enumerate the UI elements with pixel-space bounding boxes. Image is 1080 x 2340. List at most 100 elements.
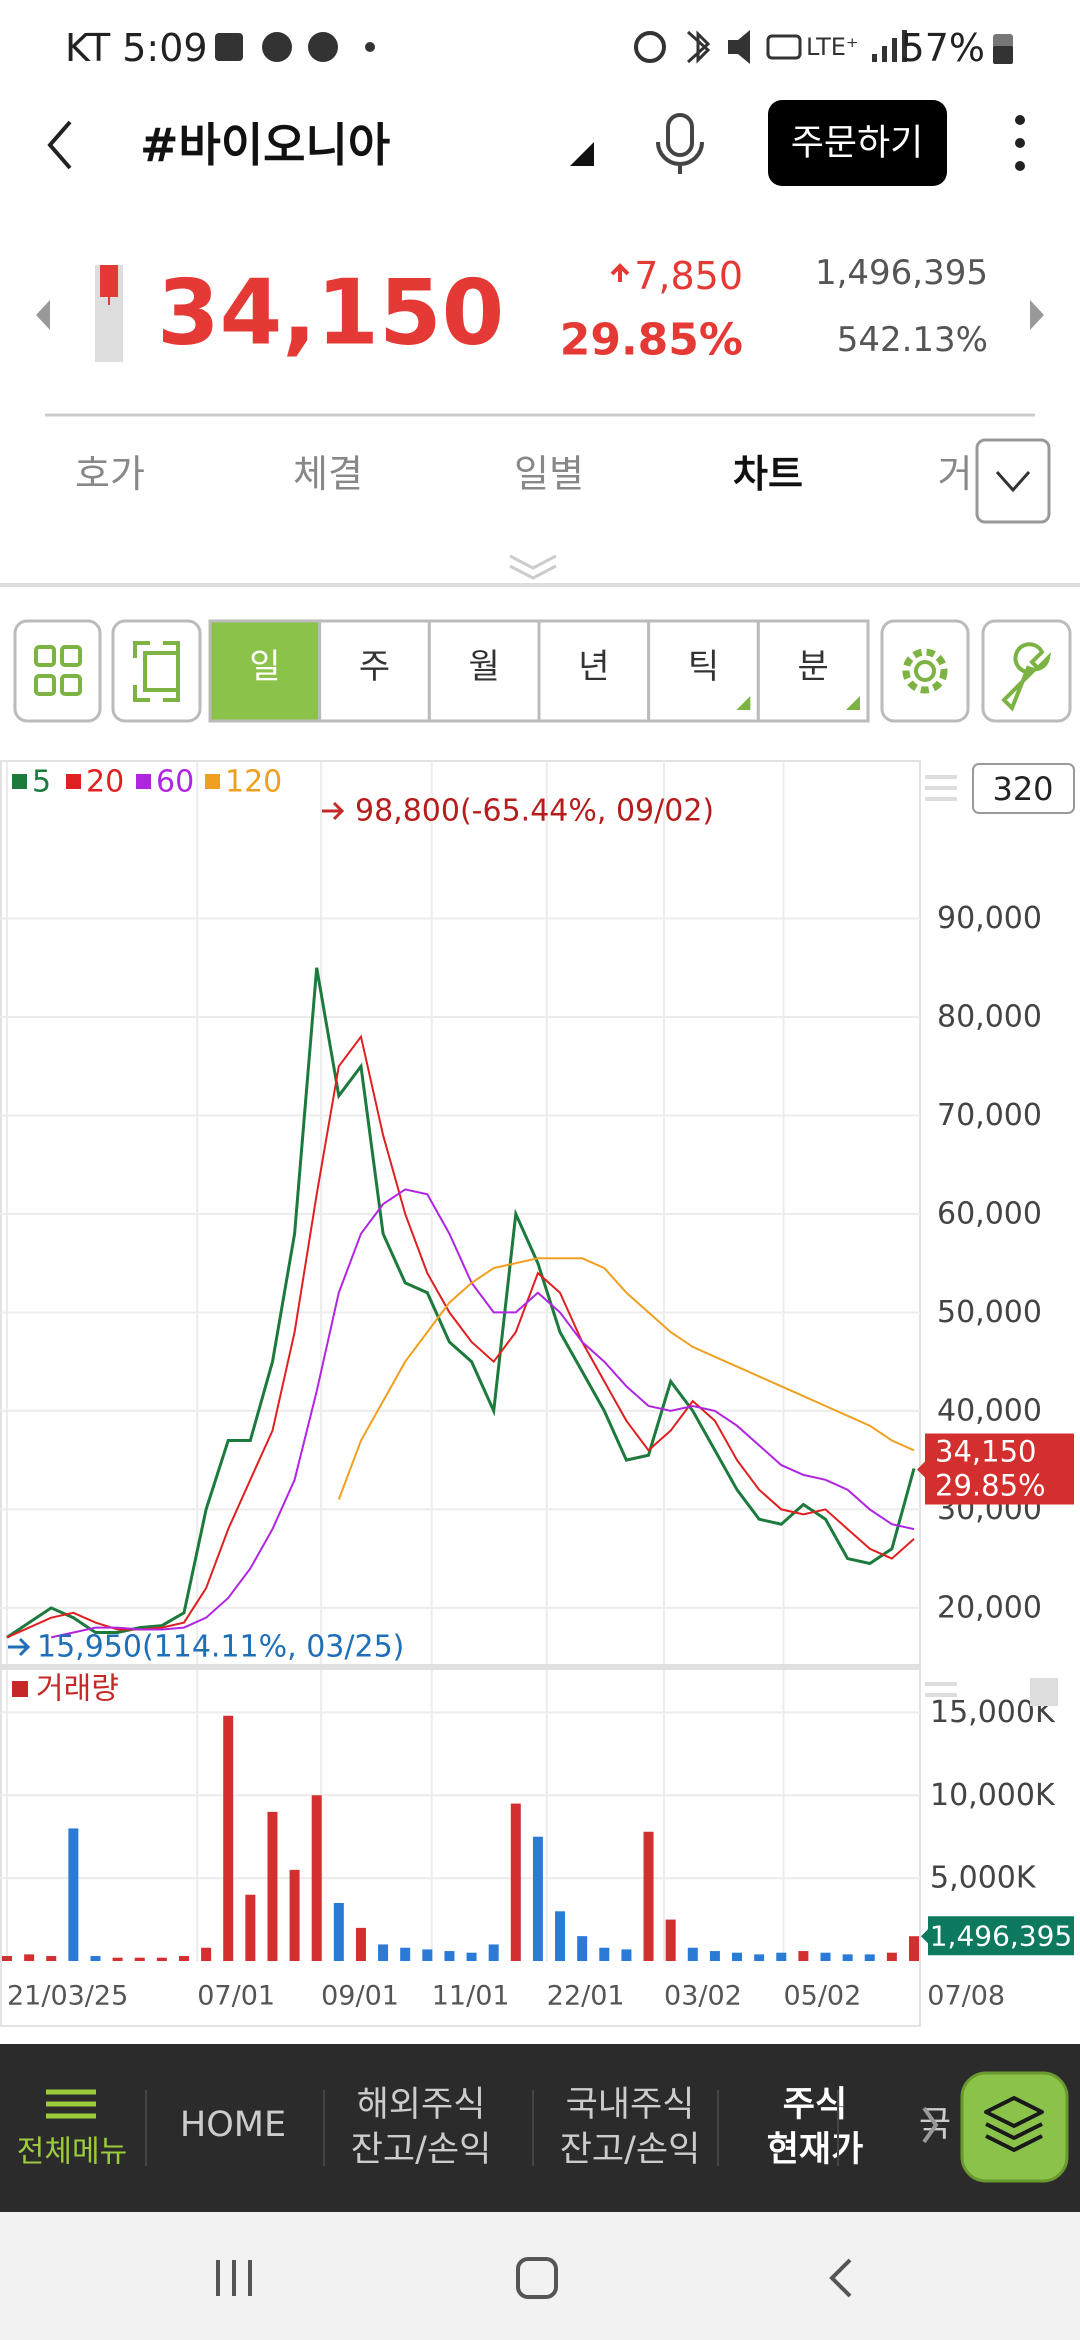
tab-dropdown[interactable] bbox=[975, 438, 1051, 524]
next-stock[interactable] bbox=[1030, 300, 1044, 330]
back-button[interactable] bbox=[47, 120, 72, 170]
volume-bar bbox=[732, 1952, 743, 1961]
period-label[interactable]: 월 bbox=[469, 647, 500, 687]
submenu-mark bbox=[736, 696, 751, 710]
volume-bar bbox=[422, 1949, 433, 1961]
low-annotation: 15,950(114.11%, 03/25) bbox=[37, 1630, 404, 1665]
volume-bar bbox=[46, 1956, 57, 1961]
volume-bar bbox=[555, 1911, 566, 1961]
change-rate: 29.85% bbox=[560, 315, 743, 366]
high-annotation: 98,800(-65.44%, 09/02) bbox=[355, 794, 714, 829]
volume-bar bbox=[178, 1956, 189, 1961]
dot bbox=[1015, 161, 1025, 171]
y-tick-label: 40,000 bbox=[937, 1393, 1042, 1428]
period-label[interactable]: 분 bbox=[798, 647, 829, 687]
ma-line bbox=[337, 1257, 915, 1500]
icon bbox=[925, 1682, 957, 1686]
icon bbox=[872, 30, 907, 62]
volume-bar bbox=[842, 1954, 853, 1961]
status-icons: LTE⁺ bbox=[215, 30, 1013, 64]
period-label[interactable]: 일 bbox=[249, 647, 280, 687]
tab[interactable]: 차트 bbox=[733, 452, 803, 496]
title-dropdown[interactable] bbox=[570, 142, 594, 166]
legend-label: 5 bbox=[32, 765, 51, 800]
icon bbox=[34, 645, 56, 667]
fullscreen-icon bbox=[133, 641, 180, 702]
battery-level bbox=[993, 46, 1013, 64]
tab[interactable]: 거 bbox=[938, 452, 973, 496]
order-button-label[interactable]: 주문하기 bbox=[791, 123, 923, 164]
volume-bar bbox=[709, 1951, 720, 1961]
icon bbox=[634, 31, 666, 63]
more-menu[interactable] bbox=[1015, 115, 1025, 171]
layout-button[interactable] bbox=[13, 619, 102, 723]
y-tick-label: 10,000K bbox=[930, 1778, 1056, 1813]
nav-item[interactable]: 잔고/손익 bbox=[351, 2130, 492, 2170]
expand-chevron[interactable] bbox=[509, 554, 557, 580]
candle-count[interactable]: 320 bbox=[992, 770, 1053, 808]
stock-title: #바이오니아 bbox=[140, 118, 390, 172]
menu-label[interactable]: 전체메뉴 bbox=[17, 2135, 127, 2170]
period-button[interactable] bbox=[318, 619, 431, 723]
current-price: 34,150 bbox=[157, 261, 504, 366]
chart: 21/03/25 07/01 09/01 11/01 22/01 03/02 05/02 07… bbox=[0, 761, 1074, 2012]
trade-volume: 1,496,395 bbox=[815, 253, 988, 293]
icon bbox=[728, 30, 750, 64]
fullscreen-button[interactable] bbox=[111, 619, 202, 723]
icon bbox=[365, 42, 375, 52]
icon bbox=[985, 2122, 1043, 2140]
up-arrow bbox=[610, 263, 630, 282]
ma-line bbox=[6, 967, 916, 1639]
order-button[interactable] bbox=[768, 100, 947, 186]
layers-icon bbox=[984, 2096, 1044, 2152]
back-nav-button[interactable] bbox=[829, 2258, 852, 2298]
period-label[interactable]: 주 bbox=[359, 647, 390, 687]
settings-button[interactable] bbox=[880, 619, 970, 723]
home-button[interactable] bbox=[516, 2257, 558, 2299]
volume-bar bbox=[444, 1951, 455, 1961]
nav-item[interactable]: HOME bbox=[180, 2105, 286, 2145]
volume-bar bbox=[577, 1936, 588, 1961]
y-tick-label: 90,000 bbox=[937, 901, 1042, 936]
tab[interactable]: 체결 bbox=[293, 452, 363, 496]
period-button[interactable] bbox=[537, 619, 651, 723]
period-label[interactable]: 틱 bbox=[688, 647, 719, 687]
volume-bar bbox=[510, 1803, 521, 1961]
period-button[interactable] bbox=[208, 619, 322, 723]
y-tick-label: 60,000 bbox=[937, 1196, 1042, 1231]
candle-count-box[interactable] bbox=[972, 763, 1075, 814]
volume-bar bbox=[909, 1936, 919, 1961]
status-time: KT 5:09 bbox=[65, 26, 208, 70]
nav-item[interactable]: 주식 bbox=[783, 2085, 847, 2125]
prev-stock[interactable] bbox=[36, 300, 50, 330]
nav-item[interactable]: 잔고/손익 bbox=[560, 2130, 701, 2170]
volume-bar bbox=[400, 1947, 411, 1961]
tab[interactable]: 일별 bbox=[514, 452, 584, 496]
y-tick-label: 5,000K bbox=[930, 1861, 1037, 1896]
nav-item[interactable]: 해외주식 bbox=[357, 2085, 486, 2125]
mic-button[interactable] bbox=[656, 113, 704, 174]
period-button[interactable] bbox=[427, 619, 541, 723]
period-button[interactable] bbox=[647, 619, 760, 723]
ma-line bbox=[50, 1188, 915, 1639]
icon bbox=[925, 797, 957, 801]
legend-label: 20 bbox=[86, 765, 124, 800]
y-tick-label: 20,000 bbox=[937, 1590, 1042, 1625]
recents-button[interactable] bbox=[216, 2260, 252, 2296]
volume-bar bbox=[156, 1957, 167, 1961]
icon bbox=[34, 674, 56, 696]
menu-icon[interactable] bbox=[46, 2089, 96, 2119]
wrench-icon bbox=[1001, 642, 1052, 712]
volume-bar bbox=[134, 1957, 145, 1961]
nav-scroll-arrow[interactable] bbox=[922, 2106, 939, 2144]
legend-swatch bbox=[66, 774, 81, 789]
period-label[interactable]: 년 bbox=[578, 647, 609, 687]
nav-item[interactable]: 국내주식 bbox=[566, 2085, 695, 2125]
tab[interactable]: 호가 bbox=[75, 452, 145, 496]
icon bbox=[262, 32, 292, 62]
nav-item[interactable]: 현재가 bbox=[767, 2130, 864, 2170]
volume-bar bbox=[201, 1947, 212, 1961]
dot bbox=[1015, 115, 1025, 125]
period-button[interactable] bbox=[756, 619, 870, 723]
